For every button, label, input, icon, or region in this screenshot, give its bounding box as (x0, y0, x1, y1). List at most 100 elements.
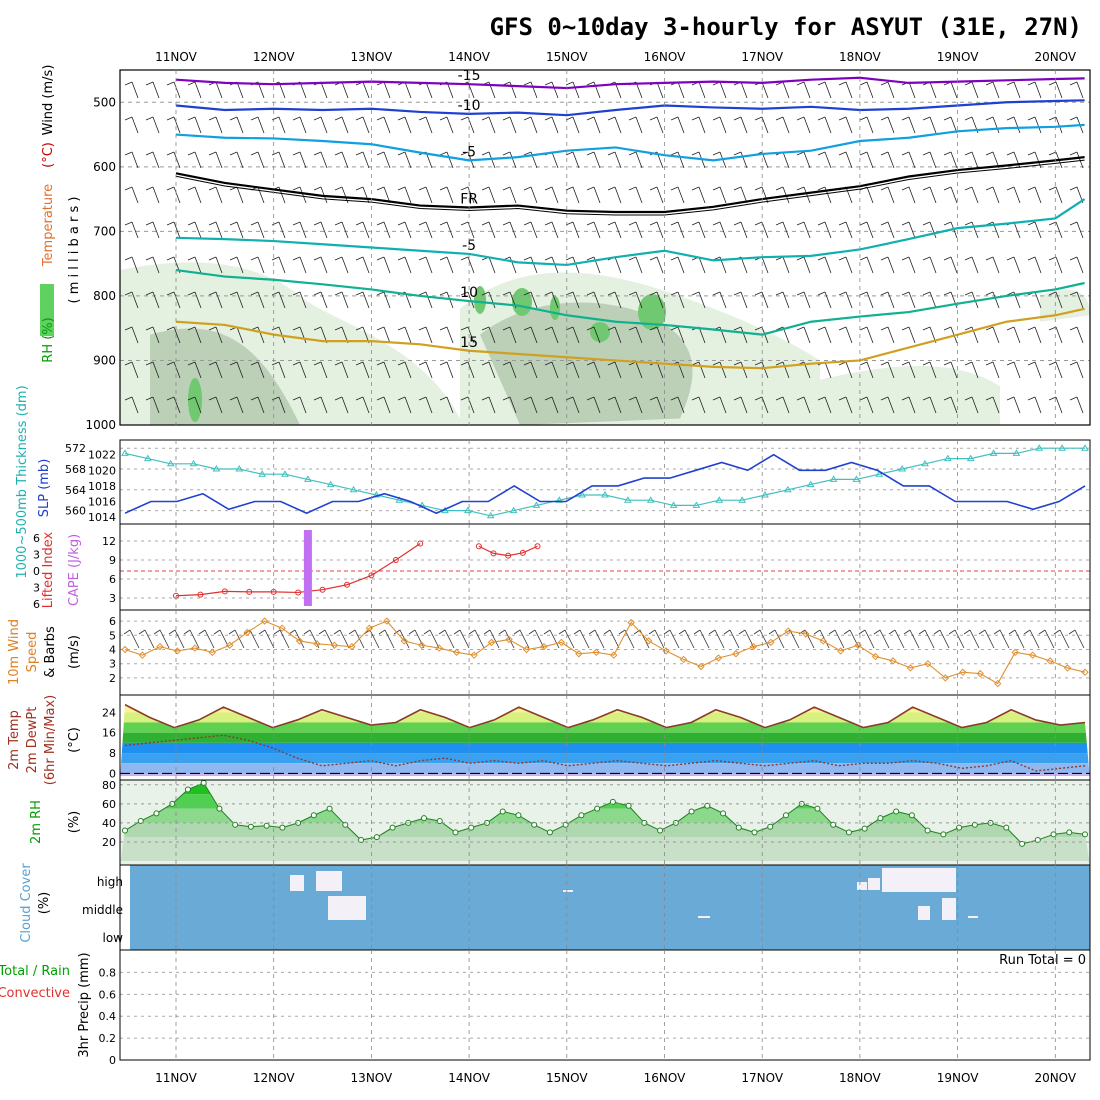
thickness-point (761, 491, 769, 498)
wind-barb (229, 116, 244, 134)
wind-barb (187, 116, 202, 134)
wind-barb (208, 291, 223, 309)
wind-barb (481, 186, 496, 204)
rh-point (782, 812, 789, 819)
wind-barb (523, 326, 538, 344)
wind-barb (880, 291, 895, 309)
wind-barb (796, 396, 811, 414)
rh-point (263, 822, 270, 829)
wind-barb (523, 361, 538, 379)
pressure-tick-label: 700 (93, 224, 116, 238)
wind-barb (145, 396, 160, 414)
thickness-point (1035, 444, 1044, 451)
wind-barb (817, 291, 832, 309)
wind-barb (355, 291, 370, 309)
wind10m-point (522, 645, 531, 654)
wind-barb (733, 361, 748, 379)
wind-barb (229, 361, 244, 379)
wind-barb (985, 396, 1000, 414)
wind-barb (859, 81, 874, 99)
wind-barb (838, 326, 853, 344)
wind-barb (397, 326, 412, 344)
wind-barb (124, 361, 139, 379)
wind-barb (796, 116, 811, 134)
thickness-point (783, 485, 792, 493)
bottom-date-label: 16NOV (644, 1071, 686, 1085)
wind-barb (964, 361, 979, 379)
lifted-ylabel: Lifted Index (41, 531, 56, 608)
wind-barb (376, 291, 391, 309)
thickness-point (235, 465, 244, 472)
rh-point (751, 829, 758, 836)
wind-barb (544, 81, 559, 99)
isotherm-label: -5 (462, 238, 476, 254)
wind-barb (565, 256, 580, 274)
wind10m-point (714, 654, 723, 662)
wind10m-point (575, 650, 583, 658)
wind-barb (649, 116, 664, 134)
temp-line (124, 703, 1086, 729)
thickness-tick-label: 564 (65, 484, 86, 497)
thickness-point (806, 480, 815, 488)
wind10m-point (976, 669, 984, 678)
wind-barb (145, 326, 160, 344)
wind-barb (712, 221, 727, 239)
rh-point (499, 808, 506, 815)
wind10m-barb (438, 629, 455, 649)
wind-barb (985, 326, 1000, 344)
wind-barb (397, 221, 412, 239)
wind-barb (712, 396, 727, 414)
wind-barb (145, 361, 160, 379)
rh-point (342, 821, 349, 828)
rh-point (720, 810, 727, 817)
thickness-slp-panel: 560 564 568 572 1014 1016 1018 1020 1022 (65, 439, 1091, 525)
pressure-tick-label: 800 (93, 289, 116, 303)
wind-barb (481, 221, 496, 239)
thickness-tick-label: 568 (65, 463, 86, 476)
wind10m-barb (858, 629, 875, 649)
thickness-point (349, 485, 358, 493)
wind-barb (628, 151, 643, 169)
wind-barb (1069, 396, 1084, 414)
top-date-label: 13NOV (351, 50, 393, 64)
wind10m-point (243, 628, 251, 637)
wind-barb (775, 396, 790, 414)
wind-barb (502, 361, 517, 379)
wind-barb (313, 291, 328, 309)
wind-barb (985, 81, 1000, 99)
wind-barb (628, 326, 643, 344)
wind-barb (565, 361, 580, 379)
cloud-block (316, 871, 342, 891)
wind-barb (292, 361, 307, 379)
wind-barb (418, 116, 433, 134)
wind-barb (649, 256, 664, 274)
wind10m-point (871, 652, 880, 661)
wind-barb (292, 291, 307, 309)
wind-barb (481, 116, 496, 134)
bottom-date-label: 12NOV (253, 1071, 295, 1085)
wind10m-point (906, 664, 915, 672)
thickness-tick-label: 572 (65, 442, 86, 455)
wind-barb (628, 221, 643, 239)
wind10m-barb (138, 629, 155, 649)
wind-tick-label: 4 (109, 644, 116, 657)
thickness-point (578, 491, 587, 498)
wind10m-barb (768, 629, 785, 649)
wind-barb (187, 361, 202, 379)
wind-barb (376, 151, 391, 169)
wind-barb (754, 361, 769, 379)
rh-point (704, 802, 711, 809)
wind-barb (523, 81, 538, 99)
wind10m-point (313, 640, 321, 648)
wind10m-barb (948, 629, 965, 649)
upper-ylabel-wind: Wind (m/s) (41, 65, 56, 136)
wind-barb (586, 116, 601, 134)
wind-barb (397, 116, 412, 134)
wind-barb (880, 326, 895, 344)
upper-ylabel-temp: Temperature (41, 184, 56, 267)
isotherm-line (175, 269, 1085, 336)
rh-point (216, 805, 223, 812)
wind-barb (229, 151, 244, 169)
wind-barb (187, 221, 202, 239)
